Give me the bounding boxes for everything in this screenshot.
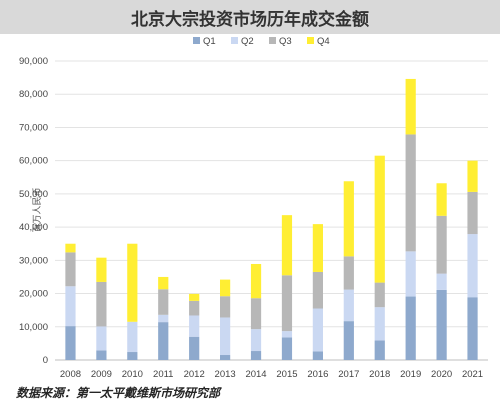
bar-segment-q4 xyxy=(436,183,447,216)
source-note: 数据来源：第一太平戴维斯市场研究部 xyxy=(16,386,221,400)
bar-segment-q1 xyxy=(127,352,138,360)
bar-segment-q2 xyxy=(467,234,478,298)
bar-segment-q2 xyxy=(312,308,323,352)
bar-segment-q1 xyxy=(281,337,293,360)
bar-segment-q3 xyxy=(96,281,107,327)
legend-swatch xyxy=(269,37,276,44)
bar-segment-q1 xyxy=(96,350,107,360)
bar-segment-q4 xyxy=(127,243,138,322)
bar-segment-q1 xyxy=(250,351,262,360)
bar-segment-q2 xyxy=(374,307,385,341)
bar-segment-q1 xyxy=(467,297,478,360)
legend-swatch xyxy=(231,37,238,44)
bar-segment-q2 xyxy=(281,331,293,338)
chart-title: 北京大宗投资市场历年成交金额 xyxy=(131,10,369,30)
bar-segment-q4 xyxy=(281,215,293,276)
bar-segment-q3 xyxy=(65,252,76,287)
bar-segment-q2 xyxy=(158,314,169,323)
x-tick-label: 2015 xyxy=(276,369,297,380)
bar-segment-q4 xyxy=(374,155,385,283)
x-tick-label: 2016 xyxy=(307,369,328,380)
bar-segment-q3 xyxy=(343,256,354,290)
title-bar xyxy=(0,0,500,34)
bar-segment-q3 xyxy=(281,275,293,332)
y-axis-ticks: 0 10,000 20,000 30,000 40,000 50,000 60,000 70,… xyxy=(19,56,48,366)
x-tick-label: 2020 xyxy=(431,369,452,380)
bar-segment-q4 xyxy=(467,160,478,192)
bar-segment-q4 xyxy=(96,257,107,282)
bar-segment-q4 xyxy=(405,78,416,135)
bar-segment-q3 xyxy=(467,191,478,235)
bar-segment-q4 xyxy=(220,279,231,297)
legend-label: Q3 xyxy=(279,36,292,47)
bar-segment-q2 xyxy=(189,315,200,337)
x-tick-label: 2008 xyxy=(60,369,81,380)
bar-segment-q1 xyxy=(405,296,416,360)
bar-segment-q4 xyxy=(65,243,76,253)
x-tick-label: 2014 xyxy=(245,369,266,380)
bar-segment-q3 xyxy=(158,289,169,315)
y-tick-label: 30,000 xyxy=(19,255,48,266)
bar-segment-q2 xyxy=(127,321,138,353)
bar-segment-q2 xyxy=(96,326,107,351)
x-tick-label: 2011 xyxy=(153,369,173,380)
y-tick-label: 70,000 xyxy=(19,122,48,133)
bar-segment-q2 xyxy=(250,329,262,352)
bar-segment-q1 xyxy=(158,322,169,360)
legend-label: Q2 xyxy=(241,36,254,47)
legend-label: Q4 xyxy=(317,36,330,47)
bar-segment-q4 xyxy=(343,181,354,257)
bar-segment-q4 xyxy=(312,224,323,272)
y-tick-label: 10,000 xyxy=(19,322,48,333)
bar-segment-q1 xyxy=(374,340,385,360)
bar-segment-q3 xyxy=(189,300,200,316)
y-tick-label: 50,000 xyxy=(19,189,48,200)
bar-segment-q3 xyxy=(374,282,385,308)
y-axis-label: 百万人民币 xyxy=(32,187,43,232)
bar-segment-q1 xyxy=(436,289,447,360)
x-tick-label: 2012 xyxy=(184,369,205,380)
y-tick-label: 90,000 xyxy=(19,56,48,67)
y-tick-label: 60,000 xyxy=(19,156,48,167)
y-tick-label: 40,000 xyxy=(19,222,48,233)
bar-segment-q3 xyxy=(220,296,231,318)
bars xyxy=(65,78,478,360)
x-axis-ticks: 2008 2009 2010 2011 2012 2013 2014 2015 2016 2017… xyxy=(60,369,483,380)
x-tick-label: 2018 xyxy=(369,369,390,380)
bar-segment-q3 xyxy=(250,298,262,330)
bar-segment-q4 xyxy=(189,293,200,301)
x-tick-label: 2009 xyxy=(91,369,112,380)
bar-segment-q1 xyxy=(65,326,76,360)
x-tick-label: 2010 xyxy=(122,369,143,380)
y-tick-label: 20,000 xyxy=(19,289,48,300)
bar-segment-q2 xyxy=(436,273,447,290)
bar-segment-q4 xyxy=(250,263,262,299)
bar-segment-q1 xyxy=(220,355,231,360)
y-tick-label: 0 xyxy=(43,355,48,366)
bar-segment-q2 xyxy=(220,317,231,356)
bar-segment-q2 xyxy=(405,251,416,297)
legend-label: Q1 xyxy=(203,36,216,47)
bar-segment-q1 xyxy=(189,336,200,360)
x-tick-label: 2017 xyxy=(338,369,359,380)
legend-swatch xyxy=(307,37,314,44)
bar-segment-q2 xyxy=(343,289,354,322)
bar-segment-q3 xyxy=(405,134,416,252)
gridlines xyxy=(55,60,488,361)
bar-segment-q3 xyxy=(312,271,323,309)
bar-segment-q2 xyxy=(65,286,76,327)
bar-segment-q3 xyxy=(436,215,447,274)
bar-segment-q4 xyxy=(158,276,169,290)
legend: Q1 Q2 Q3 Q4 xyxy=(193,36,330,47)
legend-swatch xyxy=(193,37,200,44)
x-tick-label: 2021 xyxy=(462,369,483,380)
x-tick-label: 2013 xyxy=(215,369,236,380)
bar-segment-q1 xyxy=(312,351,323,360)
y-tick-label: 80,000 xyxy=(19,89,48,100)
bar-segment-q1 xyxy=(343,321,354,360)
x-tick-label: 2019 xyxy=(400,369,421,380)
